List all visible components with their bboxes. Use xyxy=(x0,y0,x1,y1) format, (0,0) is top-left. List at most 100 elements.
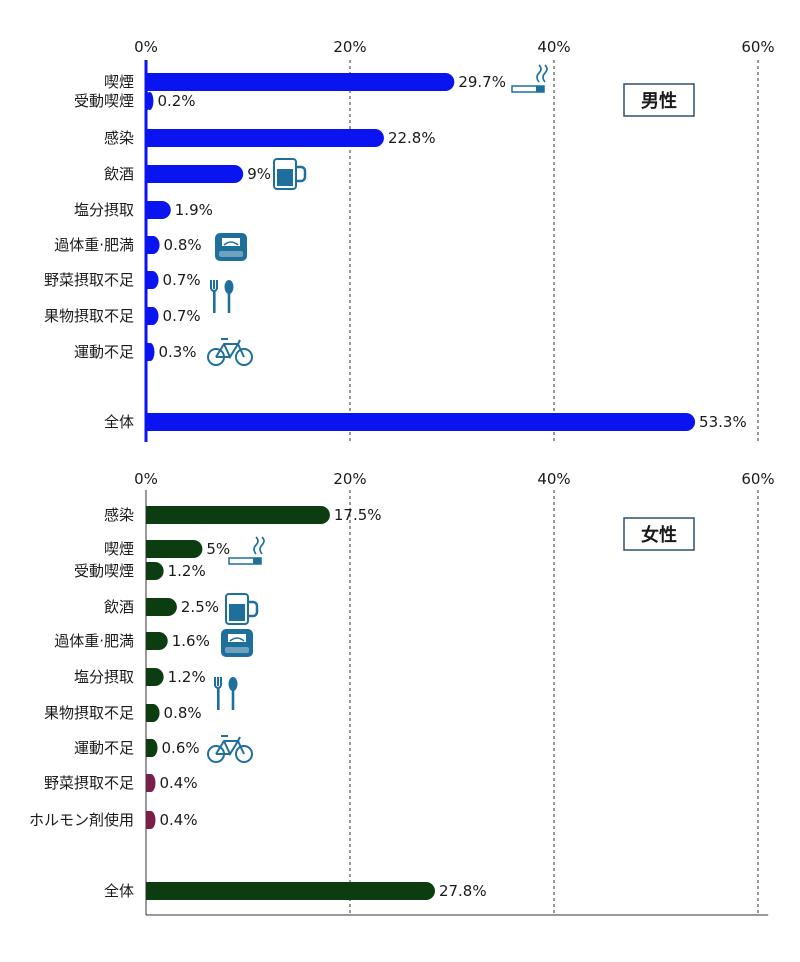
value-label: 1.2% xyxy=(168,668,206,686)
bar-base xyxy=(146,704,155,722)
bar-base xyxy=(146,236,155,254)
male-bars xyxy=(146,73,696,431)
value-label: 0.8% xyxy=(164,704,202,722)
category-label: 感染 xyxy=(104,506,134,524)
bar-base xyxy=(146,774,151,792)
female-gridlines xyxy=(349,490,759,915)
category-label: ホルモン剤使用 xyxy=(29,811,134,829)
value-label: 0.2% xyxy=(157,92,195,110)
male-panel-badge: 男性 xyxy=(623,83,695,117)
value-label: 0.4% xyxy=(159,811,197,829)
category-label: 運動不足 xyxy=(74,343,134,361)
value-label: 17.5% xyxy=(334,506,382,524)
value-label: 22.8% xyxy=(388,129,436,147)
category-label: 全体 xyxy=(104,413,134,431)
category-label: 喫煙 xyxy=(104,540,134,558)
bar-base xyxy=(146,562,155,580)
category-label: 全体 xyxy=(104,882,134,900)
bar-base xyxy=(146,413,155,431)
bar-base xyxy=(146,598,155,616)
value-label: 0.7% xyxy=(163,307,201,325)
category-label: 果物摂取不足 xyxy=(44,307,134,325)
cigarette-icon xyxy=(511,64,548,93)
beer-mug-icon xyxy=(225,593,259,625)
x-tick-label: 20% xyxy=(333,470,366,488)
bar-base xyxy=(146,739,153,757)
x-tick-label: 40% xyxy=(537,38,570,56)
bicycle-icon xyxy=(207,338,253,366)
value-label: 0.8% xyxy=(164,236,202,254)
female-value-labels: 17.5%5%1.2%2.5%1.6%1.2%0.8%0.6%0.4%0.4%2… xyxy=(159,506,486,900)
male-value-labels: 29.7% 0.2% 22.8% 9% 1.9% 0.8% 0.7% 0.7% 0.3% 53.3… xyxy=(157,73,746,431)
bar-base xyxy=(146,882,155,900)
beer-mug-icon xyxy=(273,158,307,190)
scale-icon xyxy=(215,233,247,261)
scale-icon xyxy=(221,629,253,657)
male-gridlines xyxy=(349,60,759,442)
category-label: 飲酒 xyxy=(104,165,134,183)
x-tick-label: 60% xyxy=(741,38,774,56)
bar-base xyxy=(146,129,155,147)
bar-base xyxy=(146,92,149,110)
female-bars xyxy=(146,506,435,900)
category-label: 受動喫煙 xyxy=(74,92,134,110)
category-label: 過体重·肥満 xyxy=(54,632,134,650)
bar-base xyxy=(146,73,155,91)
value-label: 29.7% xyxy=(458,73,506,91)
bar-base xyxy=(146,632,155,650)
x-tick-label: 60% xyxy=(741,470,774,488)
female-x-ticks: 0% 20% 40% 60% xyxy=(134,470,775,488)
x-tick-label: 40% xyxy=(537,470,570,488)
category-label: 喫煙 xyxy=(104,73,134,91)
value-label: 1.2% xyxy=(168,562,206,580)
category-label: 塩分摂取 xyxy=(74,668,134,686)
value-label: 9% xyxy=(247,165,271,183)
cutlery-icon xyxy=(214,677,238,710)
x-tick-label: 0% xyxy=(134,38,158,56)
bar-base xyxy=(146,165,155,183)
category-label: 野菜摂取不足 xyxy=(44,774,134,792)
bar-base xyxy=(146,811,151,829)
bar-base xyxy=(146,540,155,558)
bar-base xyxy=(146,271,154,289)
bar xyxy=(146,73,455,91)
cigarette-icon xyxy=(228,536,265,565)
female-category-labels: 感染喫煙受動喫煙飲酒過体重·肥満塩分摂取果物摂取不足運動不足野菜摂取不足ホルモン… xyxy=(29,506,134,900)
value-label: 27.8% xyxy=(439,882,487,900)
category-label: 果物摂取不足 xyxy=(44,704,134,722)
value-label: 5% xyxy=(206,540,230,558)
category-label: 運動不足 xyxy=(74,739,134,757)
value-label: 53.3% xyxy=(699,413,747,431)
female-panel-badge: 女性 xyxy=(623,517,695,551)
male-panel: 0% 20% 40% 60% 喫煙受動喫煙感染飲酒塩分摂取過体重·肥満野菜摂取不足果物… xyxy=(44,38,775,442)
category-label: 野菜摂取不足 xyxy=(44,271,134,289)
value-label: 0.3% xyxy=(158,343,196,361)
bar-base xyxy=(146,307,154,325)
male-panel-label: 男性 xyxy=(641,90,677,112)
x-tick-label: 0% xyxy=(134,470,158,488)
bar xyxy=(146,165,244,183)
value-label: 1.9% xyxy=(175,201,213,219)
value-label: 1.6% xyxy=(172,632,210,650)
bar-base xyxy=(146,201,155,219)
bar-base xyxy=(146,343,150,361)
x-tick-label: 20% xyxy=(333,38,366,56)
value-label: 0.7% xyxy=(163,271,201,289)
value-label: 0.6% xyxy=(162,739,200,757)
bicycle-icon xyxy=(207,735,253,763)
bar xyxy=(146,540,203,558)
category-label: 飲酒 xyxy=(104,598,134,616)
bar xyxy=(146,882,435,900)
category-label: 過体重·肥満 xyxy=(54,236,134,254)
value-label: 0.4% xyxy=(159,774,197,792)
bar-base xyxy=(146,668,155,686)
bar xyxy=(146,506,330,524)
female-panel: 0% 20% 40% 60% 感染喫煙受動喫煙飲酒過体重·肥満塩分摂取果物摂取不足運動… xyxy=(29,470,775,916)
bar xyxy=(146,413,696,431)
male-x-ticks: 0% 20% 40% 60% xyxy=(134,38,775,56)
bar-base xyxy=(146,506,155,524)
bar xyxy=(146,129,384,147)
value-label: 2.5% xyxy=(181,598,219,616)
